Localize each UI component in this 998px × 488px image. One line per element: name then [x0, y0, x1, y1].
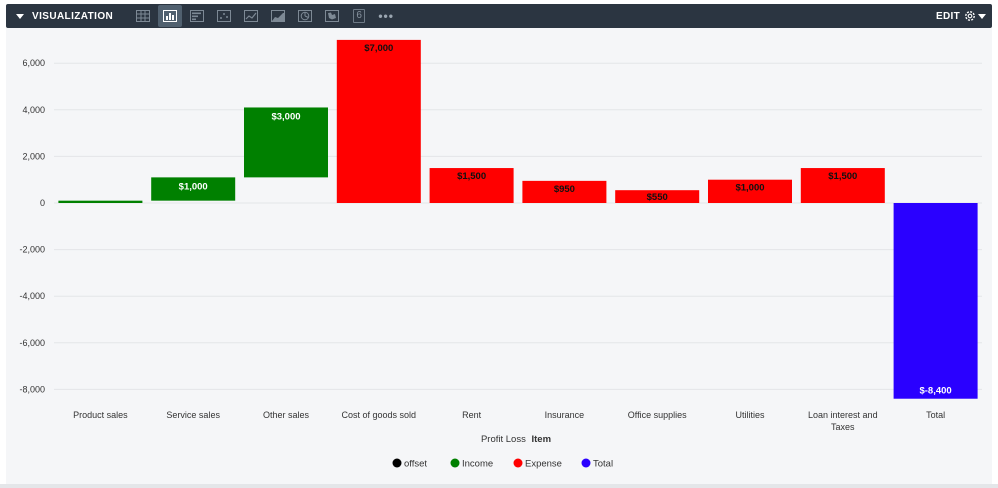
bar-product-sales[interactable]	[58, 200, 143, 203]
table-icon	[136, 10, 151, 22]
bar-total[interactable]	[893, 203, 978, 399]
bar-service-sales[interactable]	[151, 177, 236, 201]
single-value-viz-button[interactable]: 6	[347, 5, 371, 27]
more-viz-button[interactable]: •••	[374, 5, 398, 27]
more-icon: •••	[378, 9, 394, 23]
y-tick-label: -4,000	[19, 291, 45, 301]
x-category-label: Cost of goods sold	[342, 410, 417, 420]
x-category-label: Rent	[462, 410, 482, 420]
data-label: $-8,400	[919, 386, 951, 397]
gear-icon	[965, 11, 975, 21]
bar-other-sales[interactable]	[244, 107, 328, 178]
map-icon	[325, 10, 340, 22]
data-label: $1,000	[179, 181, 208, 192]
edit-button[interactable]: EDIT	[936, 10, 986, 22]
data-label: $1,500	[828, 171, 857, 182]
x-category-label: Other sales	[263, 410, 310, 420]
data-label: $1,500	[457, 171, 486, 182]
data-label: $3,000	[271, 111, 300, 122]
data-label: $550	[647, 192, 668, 203]
area-chart-icon	[271, 10, 286, 22]
x-category-label: Insurance	[545, 410, 585, 420]
bar-loan-interest-and-taxes[interactable]	[800, 168, 885, 203]
legend-label[interactable]: offset	[404, 459, 427, 470]
bottom-divider	[0, 484, 998, 488]
legend-label[interactable]: Total	[593, 459, 613, 470]
legend: offset Income Expense Total	[392, 458, 613, 470]
data-label: $1,000	[735, 183, 764, 194]
y-tick-label: -6,000	[19, 338, 45, 348]
x-category-label: Product sales	[73, 410, 128, 420]
visualization-title: VISUALIZATION	[32, 10, 114, 22]
scatter-icon	[217, 10, 232, 22]
legend-marker[interactable]	[450, 458, 460, 468]
x-category-label: Office supplies	[628, 410, 687, 420]
y-tick-label: 0	[40, 198, 45, 208]
visualization-header: VISUALIZATION	[6, 4, 992, 28]
visualization-panel	[6, 28, 992, 484]
map-viz-button[interactable]	[320, 5, 344, 27]
y-tick-label: 2,000	[22, 151, 45, 161]
collapse-caret-icon[interactable]	[16, 13, 24, 19]
legend-marker[interactable]	[581, 458, 591, 468]
column-viz-button[interactable]	[158, 5, 183, 27]
bar-office-supplies[interactable]	[615, 190, 700, 203]
horizontal-bar-icon	[190, 10, 205, 22]
y-tick-label: 4,000	[22, 105, 45, 115]
bar-insurance[interactable]	[522, 180, 607, 203]
scatter-viz-button[interactable]	[212, 5, 236, 27]
legend-label[interactable]: Income	[462, 459, 493, 470]
bar-cost-of-goods-sold[interactable]	[336, 39, 421, 204]
x-axis-title-prefix: Profit Loss	[481, 434, 526, 445]
y-axis-ticks: 6,000 4,000 2,000 0 -2,000 -4,000 -6,000 -8,000	[19, 58, 45, 394]
x-axis-categories: Product sales Service sales Other sales Cos…	[73, 410, 945, 432]
single-value-icon: 6	[353, 9, 366, 23]
edit-label: EDIT	[936, 10, 960, 22]
y-tick-label: -8,000	[19, 384, 45, 394]
x-category-label: Loan interest and Taxes	[808, 410, 878, 432]
x-category-label: Total	[926, 410, 945, 420]
y-tick-label: -2,000	[19, 245, 45, 255]
x-axis-title-bold: Item	[531, 434, 551, 445]
table-viz-button[interactable]	[131, 5, 155, 27]
edit-dropdown-caret-icon	[978, 13, 986, 19]
data-labels: $1,000 $3,000 $7,000 $1,500 $950 $550 $1,000 $1…	[179, 43, 952, 397]
legend-marker[interactable]	[513, 458, 523, 468]
y-tick-label: 6,000	[22, 58, 45, 68]
x-category-label: Utilities	[735, 410, 765, 420]
visualization-type-toolbar: 6 •••	[131, 4, 401, 28]
area-viz-button[interactable]	[266, 5, 290, 27]
data-label: $950	[554, 184, 575, 195]
data-label: $7,000	[364, 43, 393, 54]
bar-chart-icon	[163, 10, 178, 22]
x-axis-title: Profit Loss Item	[481, 434, 551, 445]
line-chart-icon	[244, 10, 259, 22]
x-category-label: Service sales	[166, 410, 220, 420]
pie-viz-button[interactable]	[293, 5, 317, 27]
pie-chart-icon	[298, 10, 313, 22]
bar-utilities[interactable]	[708, 179, 792, 203]
bar-viz-button[interactable]	[185, 5, 209, 27]
bar-rent[interactable]	[429, 168, 514, 203]
legend-marker[interactable]	[392, 458, 402, 468]
legend-label[interactable]: Expense	[525, 459, 562, 470]
gridlines	[54, 62, 982, 390]
line-viz-button[interactable]	[239, 5, 263, 27]
bars	[58, 39, 978, 399]
